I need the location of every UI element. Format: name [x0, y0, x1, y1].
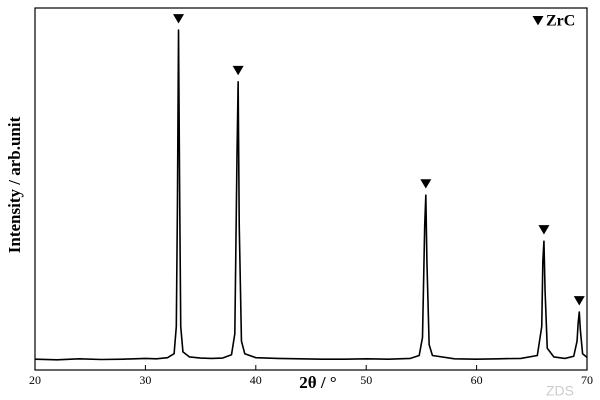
peak-marker: [420, 179, 432, 189]
peak-marker: [573, 296, 585, 306]
x-tick-label: 50: [360, 373, 372, 387]
x-axis-label: 2θ / °: [299, 373, 336, 392]
y-axis-label: Intensity / arb.unit: [5, 116, 24, 253]
legend-label: ZrC: [546, 13, 575, 30]
x-tick-label: 30: [139, 373, 151, 387]
x-tick-label: 20: [29, 373, 41, 387]
plot-frame: [34, 7, 588, 371]
peak-marker: [538, 225, 550, 235]
data-line: [34, 29, 588, 361]
legend-symbol: [532, 16, 544, 26]
peak-marker: [173, 14, 185, 24]
peak-marker: [232, 65, 244, 76]
x-tick-label: 70: [581, 373, 593, 387]
x-tick-label: 40: [250, 373, 262, 387]
watermark: ZDS: [546, 383, 574, 399]
x-tick-label: 60: [471, 373, 483, 387]
